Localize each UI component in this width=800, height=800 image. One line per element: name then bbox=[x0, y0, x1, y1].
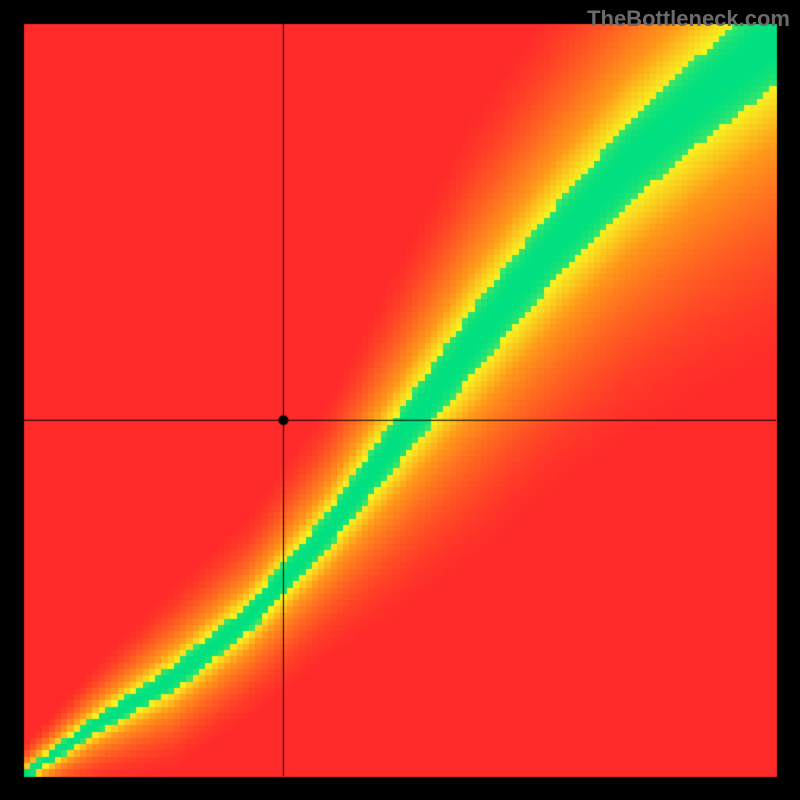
heatmap-canvas bbox=[0, 0, 800, 800]
watermark-text: TheBottleneck.com bbox=[587, 6, 790, 32]
chart-container: TheBottleneck.com bbox=[0, 0, 800, 800]
